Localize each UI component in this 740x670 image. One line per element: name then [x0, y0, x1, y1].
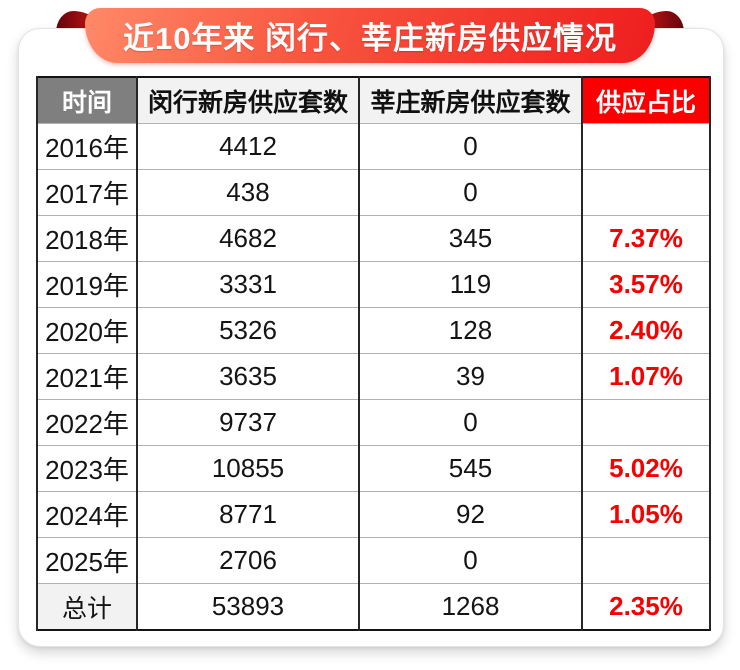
ratio-cell: 3.57%	[581, 261, 711, 308]
minhang-cell: 10855	[136, 445, 360, 492]
header-row: 时间 闵行新房供应套数 莘庄新房供应套数 供应占比	[36, 76, 711, 124]
minhang-cell: 3331	[136, 261, 360, 308]
minhang-cell: 438	[136, 169, 360, 216]
minhang-cell: 4412	[136, 123, 360, 170]
year-cell: 2020年	[36, 307, 138, 354]
table-row: 2022年 9737 0	[36, 399, 711, 446]
year-cell: 2017年	[36, 169, 138, 216]
header-minhang: 闵行新房供应套数	[136, 76, 360, 124]
year-cell: 2022年	[36, 399, 138, 446]
content-card: 时间 闵行新房供应套数 莘庄新房供应套数 供应占比 2016年 4412 0 2017…	[18, 28, 724, 647]
ratio-cell: 2.40%	[581, 307, 711, 354]
table-row: 2017年 438 0	[36, 169, 711, 216]
table-row: 2018年 4682 345 7.37%	[36, 215, 711, 262]
xinzhuang-cell: 0	[358, 123, 583, 170]
minhang-cell: 8771	[136, 491, 360, 538]
xinzhuang-cell: 345	[358, 215, 583, 262]
page-title: 近10年来 闵行、莘庄新房供应情况	[122, 21, 618, 56]
table-row: 2021年 3635 39 1.07%	[36, 353, 711, 400]
xinzhuang-cell: 119	[358, 261, 583, 308]
header-time: 时间	[36, 76, 138, 124]
table-row: 2019年 3331 119 3.57%	[36, 261, 711, 308]
minhang-cell: 9737	[136, 399, 360, 446]
table-row: 2020年 5326 128 2.40%	[36, 307, 711, 354]
year-cell: 2025年	[36, 537, 138, 584]
year-cell: 2024年	[36, 491, 138, 538]
title-banner: 近10年来 闵行、莘庄新房供应情况	[85, 8, 655, 63]
xinzhuang-cell: 0	[358, 537, 583, 584]
xinzhuang-cell: 0	[358, 169, 583, 216]
minhang-cell: 53893	[136, 583, 360, 631]
year-cell: 2018年	[36, 215, 138, 262]
table-row: 2025年 2706 0	[36, 537, 711, 584]
ratio-cell	[581, 537, 711, 584]
minhang-cell: 2706	[136, 537, 360, 584]
xinzhuang-cell: 92	[358, 491, 583, 538]
ratio-cell: 7.37%	[581, 215, 711, 262]
ratio-cell	[581, 123, 711, 170]
header-xinzhuang: 莘庄新房供应套数	[358, 76, 583, 124]
header-ratio: 供应占比	[581, 76, 711, 124]
table-body: 2016年 4412 0 2017年 438 0 2018年 4682 345 7.37% 2019…	[36, 123, 711, 631]
ratio-cell	[581, 399, 711, 446]
year-cell: 2019年	[36, 261, 138, 308]
xinzhuang-cell: 0	[358, 399, 583, 446]
minhang-cell: 3635	[136, 353, 360, 400]
year-cell: 2021年	[36, 353, 138, 400]
xinzhuang-cell: 128	[358, 307, 583, 354]
ratio-cell: 5.02%	[581, 445, 711, 492]
ratio-cell: 1.07%	[581, 353, 711, 400]
supply-table: 时间 闵行新房供应套数 莘庄新房供应套数 供应占比 2016年 4412 0 2017…	[36, 76, 711, 631]
table-row: 2023年 10855 545 5.02%	[36, 445, 711, 492]
ratio-cell	[581, 169, 711, 216]
year-cell: 总计	[36, 583, 138, 631]
year-cell: 2023年	[36, 445, 138, 492]
xinzhuang-cell: 545	[358, 445, 583, 492]
year-cell: 2016年	[36, 123, 138, 170]
table-row: 2016年 4412 0	[36, 123, 711, 170]
minhang-cell: 4682	[136, 215, 360, 262]
xinzhuang-cell: 1268	[358, 583, 583, 631]
table-row-total: 总计 53893 1268 2.35%	[36, 583, 711, 631]
ratio-cell: 2.35%	[581, 583, 711, 631]
xinzhuang-cell: 39	[358, 353, 583, 400]
ratio-cell: 1.05%	[581, 491, 711, 538]
table-header: 时间 闵行新房供应套数 莘庄新房供应套数 供应占比	[36, 76, 711, 124]
table-row: 2024年 8771 92 1.05%	[36, 491, 711, 538]
minhang-cell: 5326	[136, 307, 360, 354]
